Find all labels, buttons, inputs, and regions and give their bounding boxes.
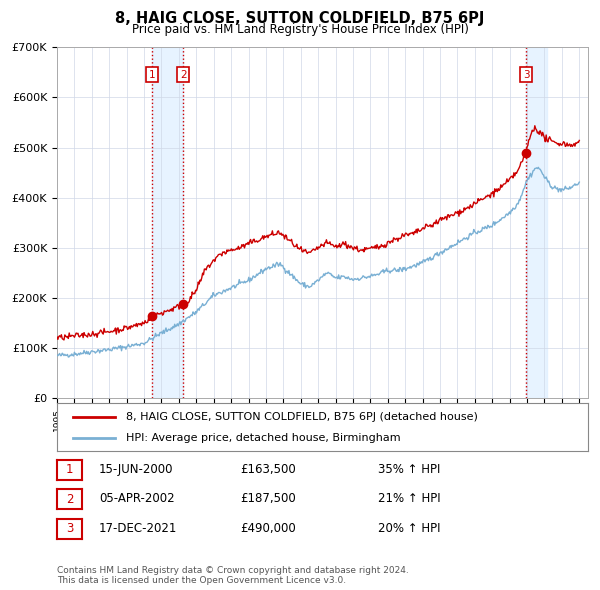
Text: £187,500: £187,500 bbox=[240, 492, 296, 505]
Text: 05-APR-2002: 05-APR-2002 bbox=[99, 492, 175, 505]
Text: Price paid vs. HM Land Registry's House Price Index (HPI): Price paid vs. HM Land Registry's House … bbox=[131, 23, 469, 36]
Text: 35% ↑ HPI: 35% ↑ HPI bbox=[378, 463, 440, 476]
Text: 1: 1 bbox=[66, 463, 73, 476]
Text: Contains HM Land Registry data © Crown copyright and database right 2024.
This d: Contains HM Land Registry data © Crown c… bbox=[57, 566, 409, 585]
Text: £163,500: £163,500 bbox=[240, 463, 296, 476]
Text: 21% ↑ HPI: 21% ↑ HPI bbox=[378, 492, 440, 505]
Text: 8, HAIG CLOSE, SUTTON COLDFIELD, B75 6PJ: 8, HAIG CLOSE, SUTTON COLDFIELD, B75 6PJ bbox=[115, 11, 485, 25]
Text: HPI: Average price, detached house, Birmingham: HPI: Average price, detached house, Birm… bbox=[126, 433, 401, 443]
Bar bbox=[526, 47, 547, 398]
Text: 3: 3 bbox=[66, 522, 73, 535]
Text: 15-JUN-2000: 15-JUN-2000 bbox=[99, 463, 173, 476]
Text: 3: 3 bbox=[523, 70, 530, 80]
Text: 17-DEC-2021: 17-DEC-2021 bbox=[99, 522, 178, 535]
Text: £490,000: £490,000 bbox=[240, 522, 296, 535]
Text: 2: 2 bbox=[66, 493, 73, 506]
Text: 1: 1 bbox=[149, 70, 155, 80]
Text: 20% ↑ HPI: 20% ↑ HPI bbox=[378, 522, 440, 535]
Text: 8, HAIG CLOSE, SUTTON COLDFIELD, B75 6PJ (detached house): 8, HAIG CLOSE, SUTTON COLDFIELD, B75 6PJ… bbox=[126, 411, 478, 421]
Bar bbox=[152, 47, 184, 398]
Text: 2: 2 bbox=[180, 70, 187, 80]
